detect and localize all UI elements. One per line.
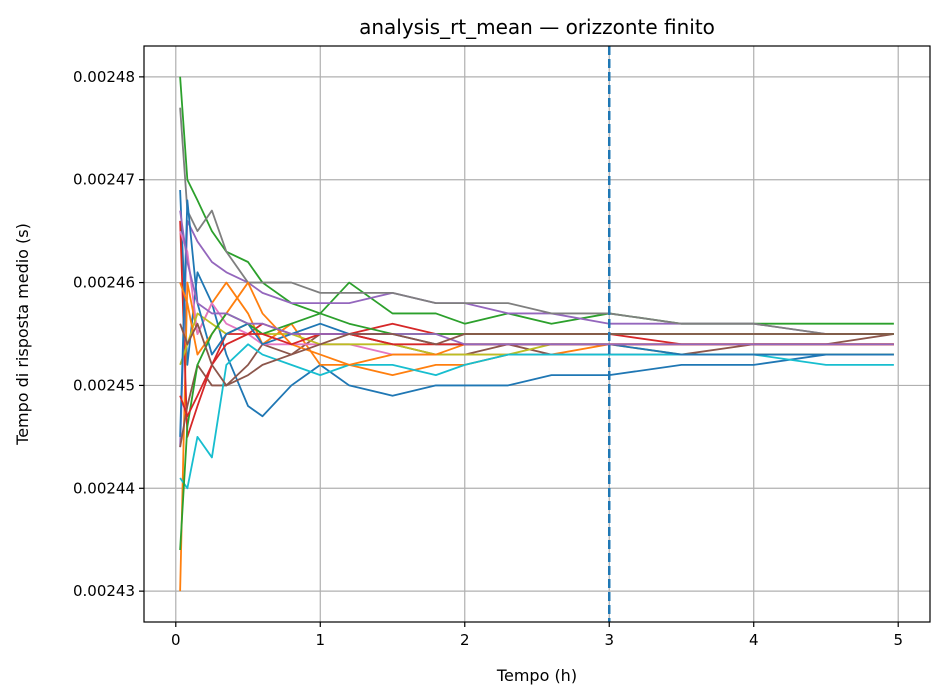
y-tick-label: 0.00243 [73, 582, 135, 600]
x-tick-label: 5 [893, 631, 903, 649]
series-line-1 [179, 189, 894, 418]
x-tick-label: 2 [460, 631, 470, 649]
y-axis-label: Tempo di risposta medio (s) [13, 223, 32, 446]
x-tick-label: 1 [315, 631, 325, 649]
x-tick-label: 0 [171, 631, 181, 649]
plot-frame [143, 45, 931, 623]
x-tick-label: 3 [604, 631, 614, 649]
x-axis-label: Tempo (h) [496, 666, 577, 685]
series-line-8 [179, 107, 894, 335]
y-tick-label: 0.00244 [73, 479, 135, 497]
axis-ticks: 0 1 2 3 4 5 0.00243 0.00244 0.00245 0.00246 0.0024… [73, 68, 903, 649]
y-tick-label: 0.00247 [73, 171, 135, 189]
y-tick-label: 0.00248 [73, 68, 135, 86]
series-line-5 [179, 219, 894, 448]
chart-title: analysis_rt_mean — orizzonte finito [359, 15, 715, 39]
y-tick-label: 0.00245 [73, 376, 135, 394]
series-line-10 [179, 343, 894, 490]
data-series [179, 76, 895, 592]
y-tick-label: 0.00246 [73, 274, 135, 292]
x-tick-label: 4 [749, 631, 759, 649]
series-line-16 [179, 322, 894, 387]
